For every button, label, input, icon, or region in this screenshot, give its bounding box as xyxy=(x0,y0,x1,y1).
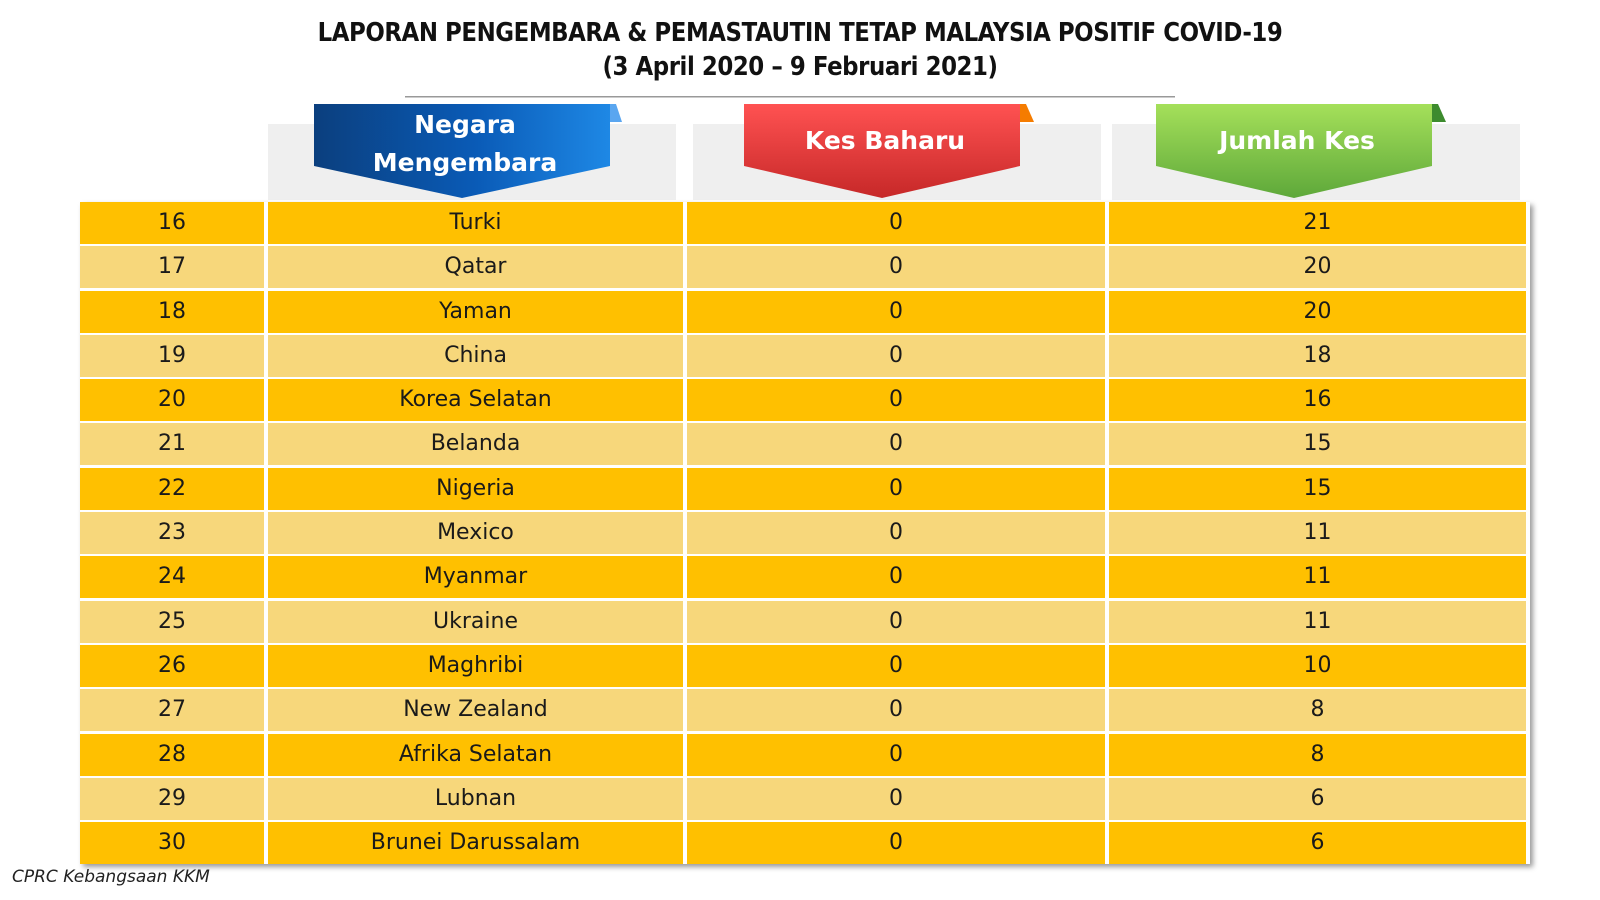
report-title-line2: (3 April 2020 – 9 Februari 2021) xyxy=(602,52,998,82)
total-cases-value: 15 xyxy=(1109,467,1526,510)
header-new-cases-arrow xyxy=(744,104,1034,198)
table-row: 27 New Zealand 0 8 xyxy=(80,689,1530,732)
country-name: New Zealand xyxy=(268,689,683,732)
country-name: Myanmar xyxy=(268,556,683,599)
country-name: Qatar xyxy=(268,246,683,289)
table-row: 29 Lubnan 0 6 xyxy=(80,777,1530,820)
row-number: 26 xyxy=(80,644,264,687)
total-cases-value: 15 xyxy=(1109,423,1526,466)
country-name: Turki xyxy=(268,202,683,244)
cases-table: 16 Turki 0 21 17 Qatar 0 20 18 Yaman 0 2… xyxy=(80,202,1530,865)
table-row: 30 Brunei Darussalam 0 6 xyxy=(80,822,1530,865)
table-row: 26 Maghribi 0 10 xyxy=(80,644,1530,687)
total-cases-value: 11 xyxy=(1109,600,1526,643)
row-number: 30 xyxy=(80,822,264,865)
header-total-cases-label: Jumlah Kes xyxy=(1219,126,1375,155)
row-number: 21 xyxy=(80,423,264,466)
table-row: 19 China 0 18 xyxy=(80,334,1530,377)
new-cases-value: 0 xyxy=(687,290,1105,333)
total-cases-value: 6 xyxy=(1109,822,1526,865)
table-row: 18 Yaman 0 20 xyxy=(80,290,1530,333)
header-country: Negara Mengembara xyxy=(314,104,622,200)
country-name: Yaman xyxy=(268,290,683,333)
row-number: 27 xyxy=(80,689,264,732)
row-number: 16 xyxy=(80,202,264,244)
table-row: 16 Turki 0 21 xyxy=(80,202,1530,244)
table-row: 17 Qatar 0 20 xyxy=(80,246,1530,289)
total-cases-value: 6 xyxy=(1109,777,1526,820)
total-cases-value: 21 xyxy=(1109,202,1526,244)
new-cases-value: 0 xyxy=(687,822,1105,865)
country-name: China xyxy=(268,334,683,377)
row-number: 29 xyxy=(80,777,264,820)
total-cases-value: 11 xyxy=(1109,512,1526,555)
new-cases-value: 0 xyxy=(687,689,1105,732)
table-row: 24 Myanmar 0 11 xyxy=(80,556,1530,599)
new-cases-value: 0 xyxy=(687,644,1105,687)
source-credit: CPRC Kebangsaan KKM xyxy=(12,867,210,887)
row-number: 22 xyxy=(80,467,264,510)
header-country-line1: Negara xyxy=(414,110,516,139)
row-number: 20 xyxy=(80,379,264,422)
header-total-cases: Jumlah Kes xyxy=(1156,104,1446,200)
country-name: Afrika Selatan xyxy=(268,733,683,776)
total-cases-value: 18 xyxy=(1109,334,1526,377)
new-cases-value: 0 xyxy=(687,379,1105,422)
total-cases-value: 20 xyxy=(1109,246,1526,289)
new-cases-value: 0 xyxy=(687,246,1105,289)
new-cases-value: 0 xyxy=(687,600,1105,643)
row-number: 17 xyxy=(80,246,264,289)
new-cases-value: 0 xyxy=(687,202,1105,244)
row-number: 18 xyxy=(80,290,264,333)
table-row: 20 Korea Selatan 0 16 xyxy=(80,379,1530,422)
header-new-cases-label: Kes Baharu xyxy=(804,126,966,155)
total-cases-value: 10 xyxy=(1109,644,1526,687)
header-total-cases-arrow xyxy=(1156,104,1446,198)
table-row: 22 Nigeria 0 15 xyxy=(80,467,1530,510)
new-cases-value: 0 xyxy=(687,556,1105,599)
title-divider xyxy=(405,96,1175,98)
total-cases-value: 8 xyxy=(1109,689,1526,732)
header-new-cases: Kes Baharu xyxy=(744,104,1034,200)
table-row: 21 Belanda 0 15 xyxy=(80,423,1530,466)
country-name: Ukraine xyxy=(268,600,683,643)
row-number: 28 xyxy=(80,733,264,776)
new-cases-value: 0 xyxy=(687,512,1105,555)
header-country-arrow xyxy=(314,104,622,198)
new-cases-value: 0 xyxy=(687,777,1105,820)
country-name: Brunei Darussalam xyxy=(268,822,683,865)
country-name: Belanda xyxy=(268,423,683,466)
table-row: 25 Ukraine 0 11 xyxy=(80,600,1530,643)
new-cases-value: 0 xyxy=(687,467,1105,510)
row-number: 23 xyxy=(80,512,264,555)
new-cases-value: 0 xyxy=(687,423,1105,466)
table-row: 23 Mexico 0 11 xyxy=(80,512,1530,555)
total-cases-value: 8 xyxy=(1109,733,1526,776)
country-name: Mexico xyxy=(268,512,683,555)
row-number: 25 xyxy=(80,600,264,643)
total-cases-value: 20 xyxy=(1109,290,1526,333)
row-number: 19 xyxy=(80,334,264,377)
country-name: Korea Selatan xyxy=(268,379,683,422)
new-cases-value: 0 xyxy=(687,733,1105,776)
total-cases-value: 16 xyxy=(1109,379,1526,422)
total-cases-value: 11 xyxy=(1109,556,1526,599)
new-cases-value: 0 xyxy=(687,334,1105,377)
report-title: LAPORAN PENGEMBARA & PEMASTAUTIN TETAP M… xyxy=(96,16,1504,84)
country-name: Nigeria xyxy=(268,467,683,510)
header-country-line2: Mengembara xyxy=(372,148,558,177)
report-title-line1: LAPORAN PENGEMBARA & PEMASTAUTIN TETAP M… xyxy=(317,18,1283,48)
country-name: Lubnan xyxy=(268,777,683,820)
country-name: Maghribi xyxy=(268,644,683,687)
row-number: 24 xyxy=(80,556,264,599)
table-row: 28 Afrika Selatan 0 8 xyxy=(80,733,1530,776)
